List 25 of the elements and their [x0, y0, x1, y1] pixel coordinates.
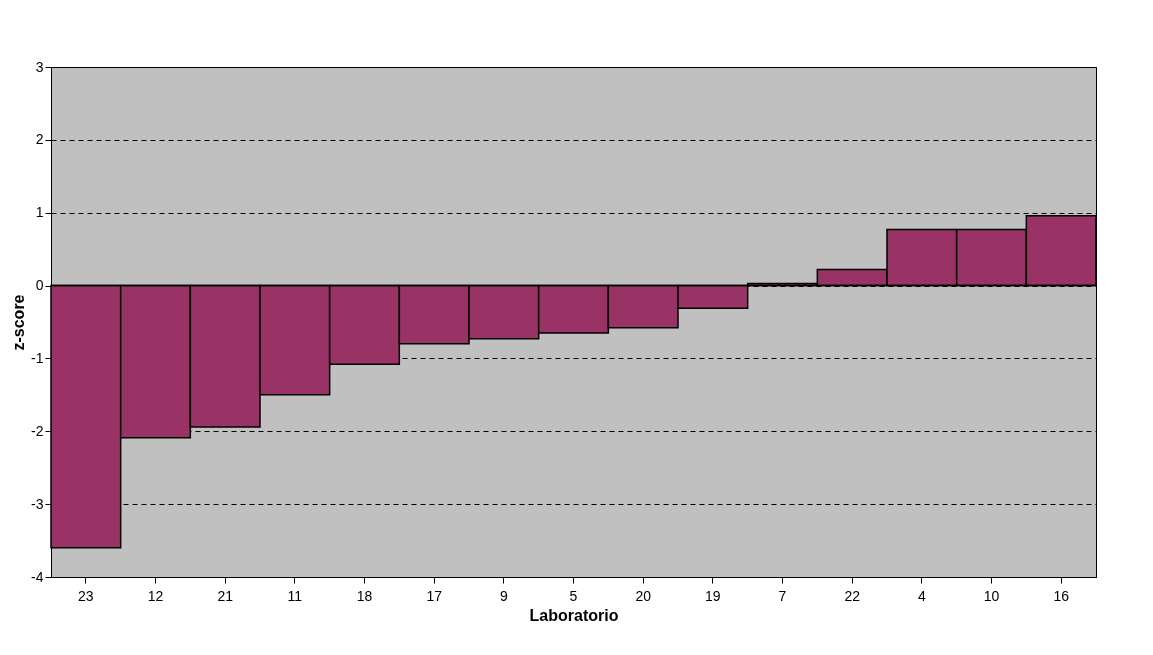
x-axis-title: Laboratorio — [529, 606, 619, 624]
x-tick-label: 4 — [917, 587, 926, 604]
x-tick-label: 19 — [705, 587, 721, 604]
x-tick-label: 11 — [287, 587, 303, 604]
x-tick-label: 17 — [426, 587, 443, 604]
y-tick-label: -3 — [31, 495, 44, 512]
y-tick-label: -1 — [31, 349, 44, 366]
y-tick-label: 3 — [35, 58, 44, 75]
x-tick-label: 20 — [635, 587, 652, 604]
x-tick-label: 23 — [78, 587, 94, 604]
y-tick-label: 0 — [35, 277, 44, 294]
y-tick-label: -4 — [31, 568, 44, 585]
x-tick-label: 9 — [499, 587, 508, 604]
x-tick-label: 18 — [356, 587, 373, 604]
y-axis-title: z-score — [10, 294, 28, 351]
x-tick-label: 10 — [983, 587, 1000, 604]
x-tick-label: 22 — [844, 587, 861, 604]
y-tick-label: -2 — [31, 422, 44, 439]
x-tick-label: 7 — [778, 587, 787, 604]
x-tick-label: 5 — [569, 587, 578, 604]
x-tick-label: 12 — [147, 587, 164, 604]
x-tick-label: 16 — [1053, 587, 1070, 604]
y-tick-label: 1 — [35, 204, 44, 221]
y-tick-label: 2 — [35, 131, 44, 148]
x-tick-label: 21 — [217, 587, 234, 604]
